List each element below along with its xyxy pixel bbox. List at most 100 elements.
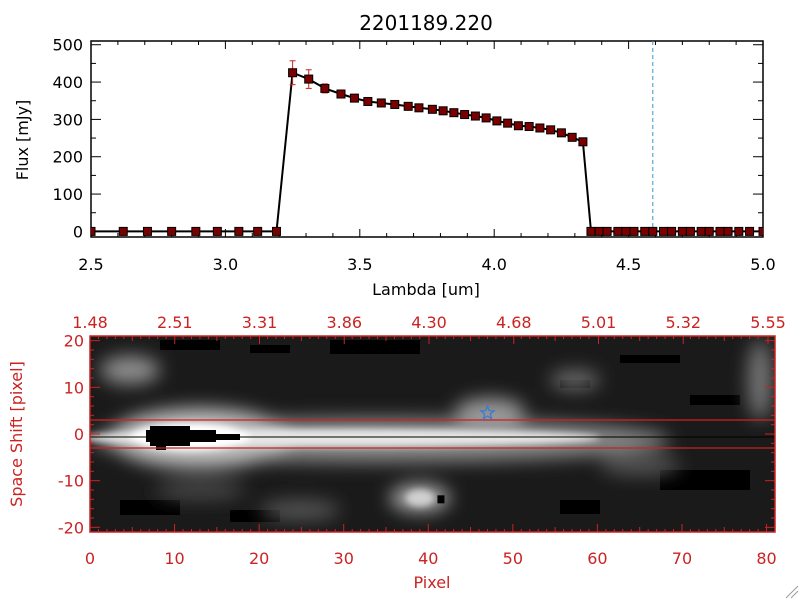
data-point (667, 226, 677, 236)
top-y-tick-label: 300 (52, 110, 83, 129)
data-point (696, 226, 706, 236)
data-point (685, 226, 695, 236)
data-point (567, 132, 577, 142)
bottom-x-tick-label: 50 (503, 549, 523, 568)
data-point (704, 226, 714, 236)
data-point (594, 226, 604, 236)
spectral-image: 0 10 20 30 40 50 60 70 80 -20 -10 0 10 20 1.48 2.51 3.… (7, 313, 786, 592)
data-point (524, 121, 534, 131)
data-point (481, 113, 491, 123)
top-x-tick-label: 2.5 (78, 255, 103, 274)
top-wavelength-tick-label: 5.32 (665, 313, 701, 332)
bottom-x-tick-label: 70 (672, 549, 692, 568)
top-y-tick-label: 0 (73, 222, 83, 241)
data-point (427, 104, 437, 114)
top-wavelength-tick-label: 4.30 (411, 313, 447, 332)
data-point (640, 226, 650, 236)
top-x-axis-label: Lambda [um] (372, 280, 480, 299)
data-point (535, 123, 545, 133)
data-point (363, 96, 373, 106)
data-point (390, 99, 400, 109)
top-wavelength-tick-label: 4.68 (496, 313, 532, 332)
data-point (234, 226, 244, 236)
data-point (659, 226, 669, 236)
data-point (586, 226, 596, 236)
data-point (349, 93, 359, 103)
bottom-x-tick-label: 20 (249, 549, 269, 568)
bottom-x-tick-label: 0 (85, 549, 95, 568)
data-point (470, 111, 480, 121)
top-y-tick-label: 100 (52, 185, 83, 204)
data-point (403, 101, 413, 111)
data-point (556, 128, 566, 138)
data-point (648, 226, 658, 236)
data-point (91, 226, 96, 236)
bottom-y-tick-label: -20 (58, 518, 84, 537)
top-wavelength-tick-label: 5.01 (581, 313, 617, 332)
top-y-tick-label: 200 (52, 148, 83, 167)
data-point (288, 68, 298, 78)
data-point (460, 110, 470, 120)
top-x-tick-label: 3.5 (347, 255, 372, 274)
data-point (613, 226, 623, 236)
marker-square (437, 495, 445, 504)
data-point (438, 106, 448, 116)
top-x-tick-label: 4.0 (481, 255, 506, 274)
data-point (492, 116, 502, 126)
data-point (336, 89, 346, 99)
image-heatmap (90, 336, 775, 532)
data-point (546, 125, 556, 135)
data-point (503, 118, 513, 128)
data-point (513, 121, 523, 131)
top-y-tick-label: 400 (52, 73, 83, 92)
data-point (414, 103, 424, 113)
data-point (376, 98, 386, 108)
data-point (253, 226, 263, 236)
top-x-tick-label: 3.0 (213, 255, 238, 274)
data-point (271, 226, 281, 236)
bottom-x-axis-label: Pixel (413, 573, 450, 592)
data-point (758, 226, 763, 236)
resize-grip-icon[interactable] (785, 585, 799, 599)
flux-series-line (91, 71, 763, 233)
bottom-y-axis-label: Space Shift [pixel] (7, 361, 26, 507)
chart-title: 2201189.220 (359, 11, 493, 35)
data-point (602, 226, 612, 236)
top-wavelength-tick-label: 5.55 (750, 313, 786, 332)
top-y-axis-label: Flux [mJy] (13, 100, 32, 181)
bottom-x-tick-label: 80 (756, 549, 776, 568)
top-x-tick-label: 4.5 (616, 255, 641, 274)
data-point (449, 108, 459, 118)
data-point (621, 226, 631, 236)
data-point (715, 226, 725, 236)
data-point (167, 226, 177, 236)
top-y-tick-label: 500 (52, 36, 83, 55)
top-wavelength-tick-label: 3.31 (242, 313, 278, 332)
bottom-x-tick-label: 10 (164, 549, 184, 568)
data-point (745, 226, 755, 236)
data-point (212, 226, 222, 236)
data-point (320, 83, 330, 93)
top-wavelength-tick-label: 2.51 (157, 313, 193, 332)
bottom-y-tick-label: -10 (58, 472, 84, 491)
data-point (629, 226, 639, 236)
spectrum-chart: 2.5 3.0 3.5 4.0 4.5 5.0 0 100 200 300 400 500 Lamb… (13, 36, 776, 299)
data-point (304, 74, 314, 84)
bottom-x-tick-label: 30 (334, 549, 354, 568)
data-point (677, 226, 687, 236)
source-star-icon (479, 404, 496, 421)
bottom-y-tick-label: 10 (64, 378, 84, 397)
top-x-tick-label: 5.0 (750, 255, 775, 274)
data-point (191, 226, 201, 236)
data-point (578, 137, 588, 147)
data-point (734, 226, 744, 236)
bottom-y-tick-label: 20 (64, 332, 84, 351)
bottom-x-tick-label: 40 (418, 549, 438, 568)
top-wavelength-tick-label: 3.86 (326, 313, 362, 332)
bottom-y-tick-label: 0 (74, 425, 84, 444)
data-point (118, 226, 128, 236)
bottom-x-tick-label: 60 (587, 549, 607, 568)
data-point (142, 226, 152, 236)
